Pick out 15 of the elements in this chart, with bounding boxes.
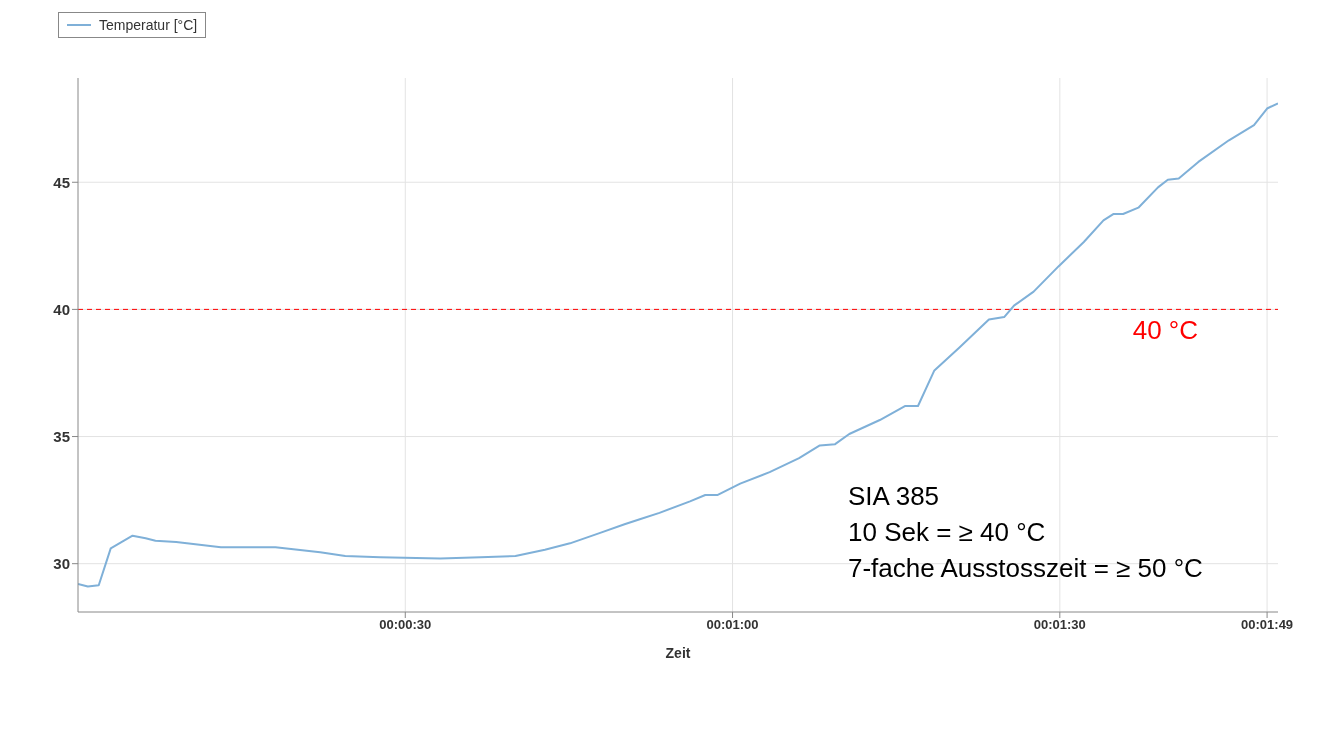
- y-tick-label: 40: [53, 300, 70, 318]
- y-tick-label: 45: [53, 173, 70, 191]
- legend-label: Temperatur [°C]: [99, 17, 198, 33]
- x-tick-label: 00:01:00: [706, 617, 759, 633]
- x-tick-label: 00:00:30: [379, 617, 432, 633]
- annotation: SIA 385: [848, 480, 941, 513]
- x-tick-label: 00:01:30: [1033, 617, 1086, 633]
- y-tick-label: 30: [53, 555, 70, 573]
- annotation: 7-fache Ausstosszeit = ≥ 50 °C: [848, 552, 1203, 585]
- y-tick-label: 35: [53, 427, 70, 445]
- x-tick-label: 00:01:49: [1241, 617, 1294, 633]
- x-axis-title: Zeit: [665, 645, 691, 661]
- ref-line-label: 40 °C: [1132, 315, 1198, 346]
- annotation: 10 Sek = ≥ 40 °C: [848, 516, 1047, 549]
- line-series: [78, 102, 1278, 588]
